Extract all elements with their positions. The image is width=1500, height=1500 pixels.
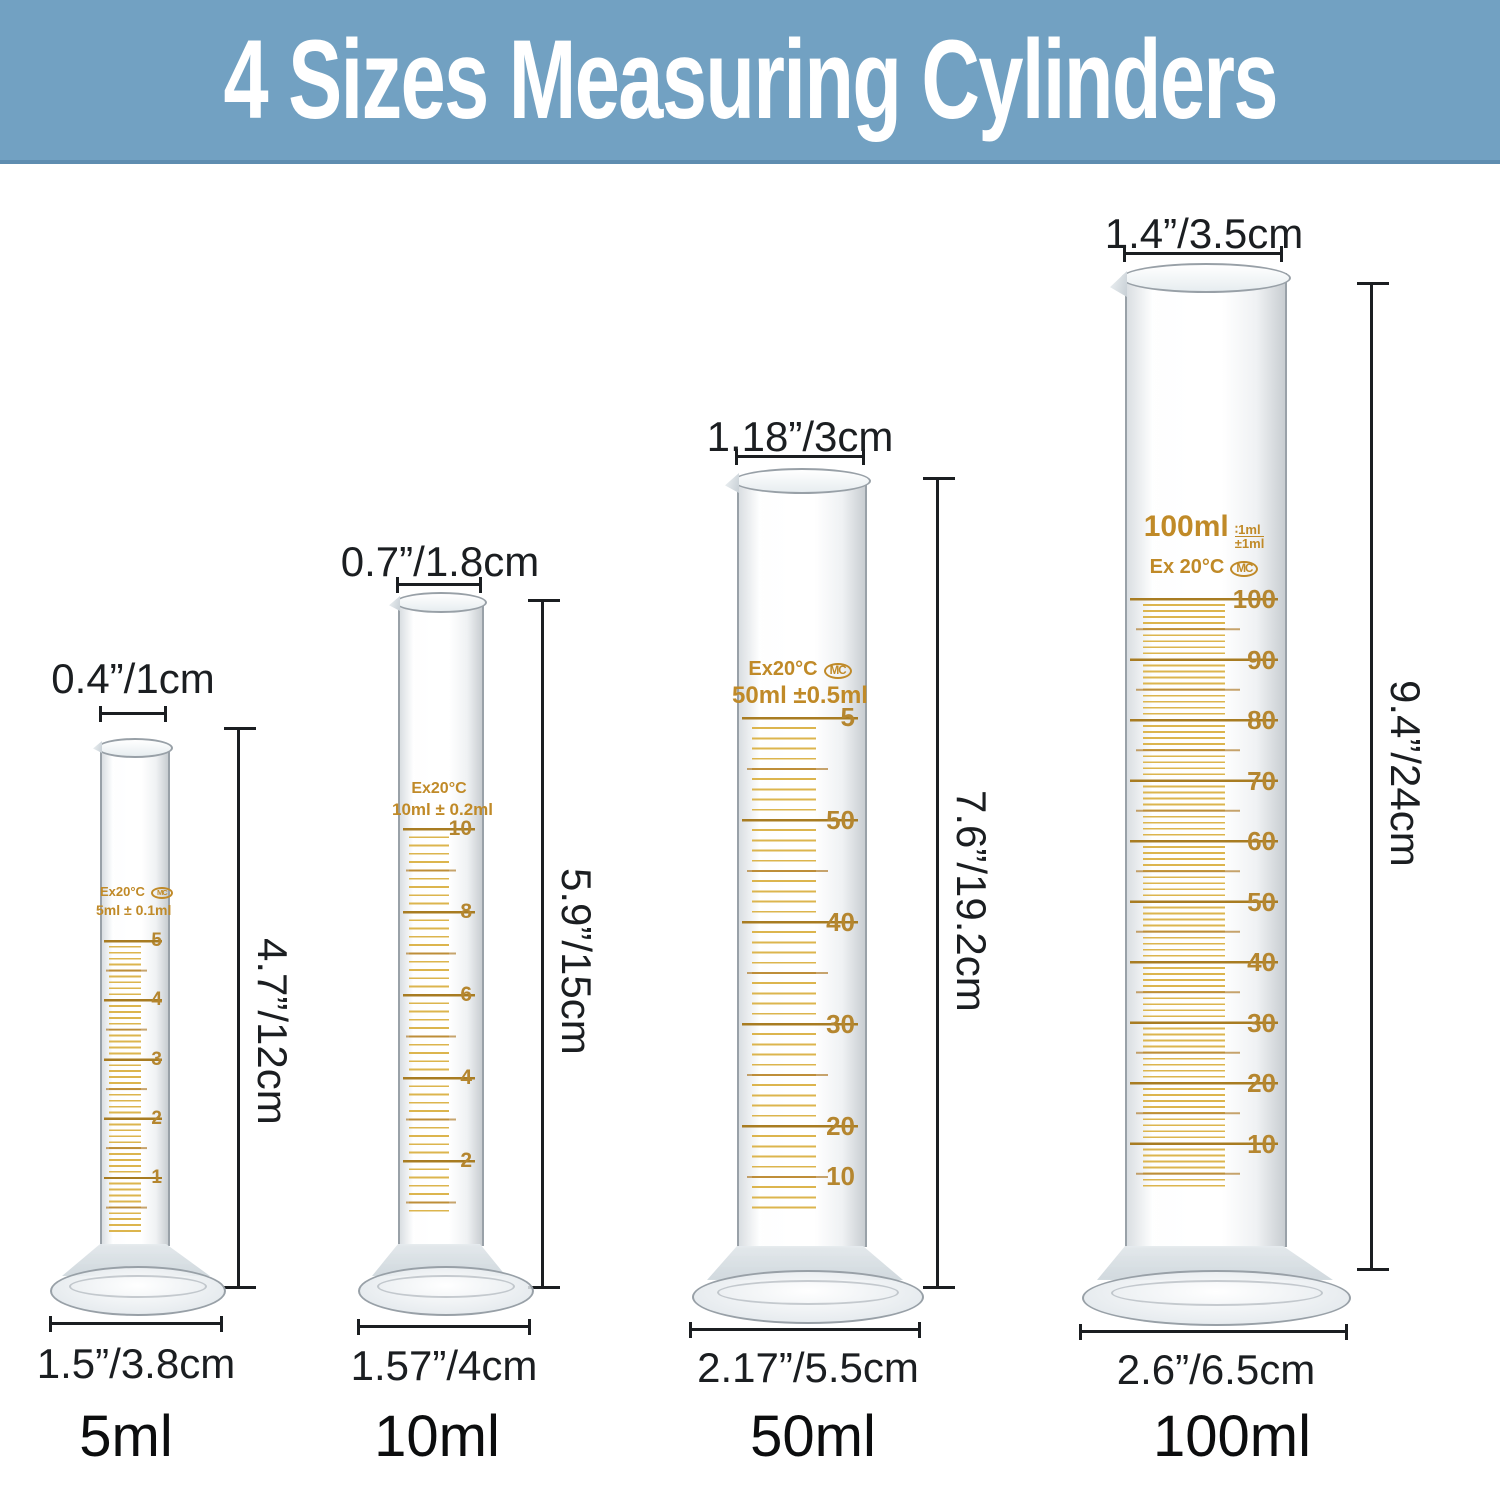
graduation-major-ticks (403, 828, 475, 1218)
graduation-band (403, 828, 475, 1218)
pour-spout-icon (389, 596, 400, 611)
top-diameter-label: 0.4”/1cm (51, 655, 215, 702)
base-diameter-measure-line (1079, 1324, 1348, 1340)
scale-number: 20 (1247, 1068, 1276, 1099)
glass-marking-line1: Ex20°C (411, 780, 467, 797)
pour-spout-icon (725, 473, 739, 493)
mc-certification-logo: MC (150, 887, 173, 899)
scale-number: 5 (151, 930, 162, 951)
scale-number: 100 (1232, 584, 1276, 614)
capacity-label: 10ml (374, 1404, 500, 1469)
height-measure-line (528, 599, 560, 1289)
height-measure-line (923, 477, 955, 1289)
scale-number: 2 (460, 1149, 472, 1172)
glass-marking-line2: Ex 20°C MC (1125, 556, 1283, 579)
top-diameter-label: 1.4”/3.5cm (1104, 210, 1304, 257)
scale-number: 4 (460, 1066, 472, 1089)
interval-marking-text: ∶1ml (1234, 522, 1265, 538)
graduation-major-ticks (104, 940, 162, 1236)
glass-marking-line2: 10ml ± 0.2ml (392, 800, 493, 819)
base-foot (50, 1266, 226, 1316)
scale-number: 10 (1247, 1128, 1276, 1159)
glass-marking-line1: Ex20°C MC (737, 658, 863, 681)
base-diameter-label: 1.57”/4cm (350, 1342, 538, 1389)
scale-number: 20 (826, 1111, 855, 1141)
graduation-scale-numbers: 50 40 30 20 10 5 (795, 702, 855, 1205)
scale-number: 60 (1247, 826, 1276, 857)
page-title: 4 Sizes Measuring Cylinders (223, 16, 1278, 143)
header-banner: 4 Sizes Measuring Cylinders (0, 0, 1500, 164)
height-label: 4.7”/12cm (249, 938, 296, 1125)
glass-marking-line1: Ex20°C MC (100, 884, 173, 899)
tube-rim (733, 468, 871, 494)
graduation-band (1130, 598, 1278, 1190)
base-diameter-measure-line (49, 1316, 223, 1332)
tube-rim (395, 592, 487, 613)
glass-marking-line2: 5ml ± 0.1ml (96, 902, 172, 918)
height-measure-line (1357, 282, 1389, 1271)
base-foot (358, 1266, 534, 1316)
base-diameter-label: 1.5”/3.8cm (36, 1340, 236, 1387)
graduation-scale-numbers: 5 4 3 2 1 (126, 929, 162, 1190)
base-diameter-measure-line (357, 1319, 531, 1335)
scale-number: 80 (1247, 705, 1276, 736)
graduation-major-ticks (1130, 598, 1278, 1190)
height-label: 5.9”/15cm (553, 868, 600, 1055)
base-diameter-label: 2.17”/5.5cm (697, 1344, 919, 1391)
tube-rim (97, 738, 173, 758)
scale-number: 40 (1247, 947, 1276, 978)
scale-number: 6 (460, 983, 472, 1006)
scale-number: 50 (826, 805, 855, 835)
capacity-label: 5ml (79, 1404, 173, 1469)
capacity-label: 50ml (750, 1404, 876, 1469)
glass-marking-line2: 50ml ±0.5ml (732, 682, 868, 709)
base-foot (1082, 1270, 1351, 1326)
pour-spout-icon (1110, 271, 1127, 297)
glass-marking-line1: 100ml ∶1ml ±1ml (1125, 510, 1283, 551)
scale-number: 10 (448, 817, 472, 840)
scale-number: 4 (151, 989, 162, 1011)
scale-number: 10 (826, 1161, 855, 1191)
tolerance-marking-text: ±1ml (1234, 536, 1265, 552)
top-diameter-label: 1.18”/3cm (706, 413, 894, 460)
scale-number: 40 (826, 907, 855, 937)
mc-certification-logo: MC (823, 662, 852, 679)
scale-number: 1 (151, 1167, 162, 1188)
base-foot (692, 1270, 924, 1324)
mc-certification-logo: MC (1230, 560, 1259, 577)
base-diameter-measure-line (689, 1322, 921, 1338)
scale-number: 30 (1247, 1007, 1276, 1038)
pour-spout-icon (93, 741, 102, 753)
glass-marking-text: Ex20°C (100, 884, 145, 899)
capacity-label: 100ml (1153, 1404, 1311, 1469)
tube-rim (1121, 263, 1291, 293)
base-diameter-label: 2.6”/6.5cm (1116, 1346, 1316, 1393)
top-diameter-measure-line (99, 706, 167, 722)
glass-marking-text: Ex20°C (748, 658, 818, 680)
glass-marking-text: Ex 20°C (1149, 556, 1225, 578)
top-diameter-label: 0.7”/1.8cm (340, 538, 540, 585)
height-label: 7.6”/19.2cm (948, 790, 995, 1012)
tolerance-marking: ∶1ml ±1ml (1234, 522, 1265, 552)
glass-marking-text: 100ml (1143, 510, 1229, 543)
graduation-band (742, 717, 858, 1212)
graduation-band (104, 940, 162, 1236)
top-diameter-measure-line (396, 577, 482, 593)
scale-number: 8 (460, 900, 472, 923)
height-measure-line (224, 727, 256, 1289)
height-label: 9.4”/24cm (1382, 680, 1429, 867)
graduation-major-ticks (742, 717, 858, 1212)
graduation-scale-numbers: 100 90 80 70 60 50 40 30 20 10 (1212, 584, 1276, 1159)
top-diameter-measure-line (735, 449, 865, 465)
scale-number: 30 (826, 1009, 855, 1039)
scale-number: 3 (151, 1048, 162, 1070)
scale-number: 70 (1247, 765, 1276, 796)
scale-number: 50 (1247, 886, 1276, 917)
top-diameter-measure-line (1123, 246, 1283, 262)
graduation-scale-numbers: 10 8 6 4 2 (426, 817, 472, 1173)
scale-number: 90 (1247, 644, 1276, 675)
scale-number: 2 (151, 1107, 162, 1129)
scale-number: 5 (840, 702, 855, 732)
